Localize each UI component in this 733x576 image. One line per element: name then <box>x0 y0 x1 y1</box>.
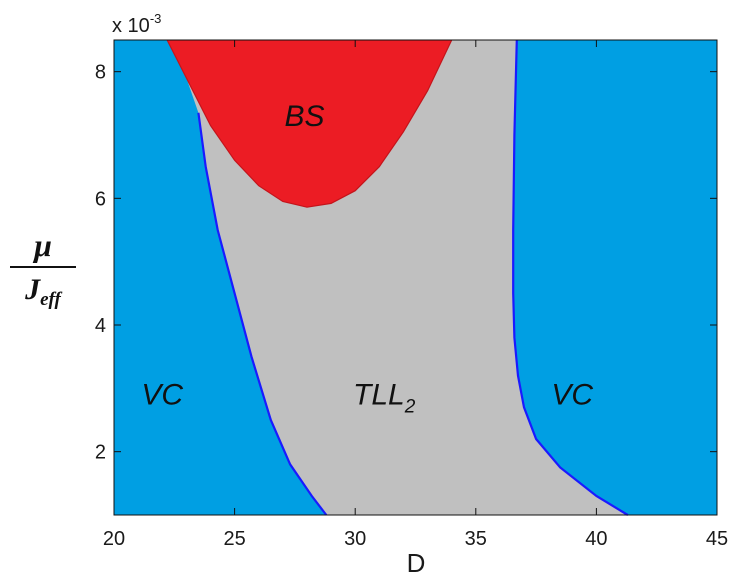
x-tick-label: 45 <box>706 528 728 550</box>
region-label-vc-left: VC <box>141 379 183 412</box>
boundary-vc-right <box>512 39 629 516</box>
region-label-tll2: TLL2 <box>353 379 416 418</box>
boundary-vc-left <box>197 112 328 516</box>
x-axis: 20 25 30 35 40 45 <box>103 40 728 550</box>
y-axis: 2 4 6 8 <box>95 62 717 464</box>
x-axis-label: D <box>407 548 426 576</box>
plot-frame <box>113 39 718 516</box>
y-multiplier-exponent: -3 <box>150 11 162 26</box>
x-tick-label: 25 <box>223 528 245 550</box>
phase-boundaries <box>166 39 629 516</box>
y-axis-label-numerator: μ <box>34 227 52 263</box>
y-axis-label-denominator: Jeff <box>25 273 61 311</box>
y-tick-label: 6 <box>95 188 106 210</box>
y-tick-label: 2 <box>95 442 106 464</box>
y-multiplier: x 10-3 <box>112 11 161 37</box>
x-tick-label: 30 <box>344 528 366 550</box>
region-label-bs: BS <box>285 100 325 133</box>
region-label-subscript: 2 <box>404 397 416 418</box>
region-vc-left <box>114 40 327 515</box>
y-axis-label-fraction-bar <box>10 266 76 268</box>
y-tick-label: 4 <box>95 315 106 337</box>
x-tick-label: 20 <box>103 528 125 550</box>
region-labels: BS VC TLL2 VC <box>141 100 593 418</box>
x-tick-label: 40 <box>585 528 607 550</box>
x-tick-label: 35 <box>465 528 487 550</box>
y-tick-label: 8 <box>95 62 106 84</box>
region-vc-right <box>513 40 717 515</box>
boundary-bs <box>166 39 453 208</box>
region-bs <box>167 40 452 208</box>
y-axis-label: μ Jeff <box>10 228 76 316</box>
regions-layer <box>114 40 717 515</box>
region-label-vc-right: VC <box>551 379 593 412</box>
